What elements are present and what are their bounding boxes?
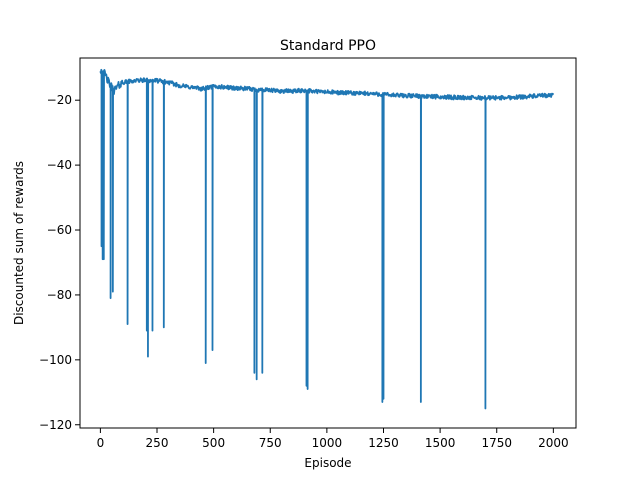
x-tick-label: 2000 [538, 436, 569, 450]
y-tick-label: −40 [47, 158, 72, 172]
plot-area [80, 58, 576, 428]
x-tick-label: 1500 [425, 436, 456, 450]
y-axis-ticks: −120 −100 −80 −60 −40 −20 [39, 93, 80, 432]
y-tick-label: −80 [47, 288, 72, 302]
reward-series-line [99, 68, 555, 410]
chart-title: Standard PPO [280, 38, 376, 54]
x-tick-label: 500 [202, 436, 225, 450]
y-tick-label: −20 [47, 93, 72, 107]
x-axis-label: Episode [304, 456, 351, 470]
x-axis-ticks: 0 250 500 750 1000 1250 1500 1750 2000 [97, 428, 569, 450]
x-tick-label: 750 [259, 436, 282, 450]
x-tick-label: 1000 [312, 436, 343, 450]
plot-frame [79, 57, 577, 429]
y-tick-label: −120 [39, 418, 72, 432]
x-tick-label: 0 [97, 436, 105, 450]
y-tick-label: −60 [47, 223, 72, 237]
x-tick-label: 250 [146, 436, 169, 450]
y-tick-label: −100 [39, 353, 72, 367]
y-axis-label: Discounted sum of rewards [12, 161, 26, 325]
x-tick-label: 1750 [481, 436, 512, 450]
x-tick-label: 1250 [368, 436, 399, 450]
series-layer [99, 68, 555, 410]
